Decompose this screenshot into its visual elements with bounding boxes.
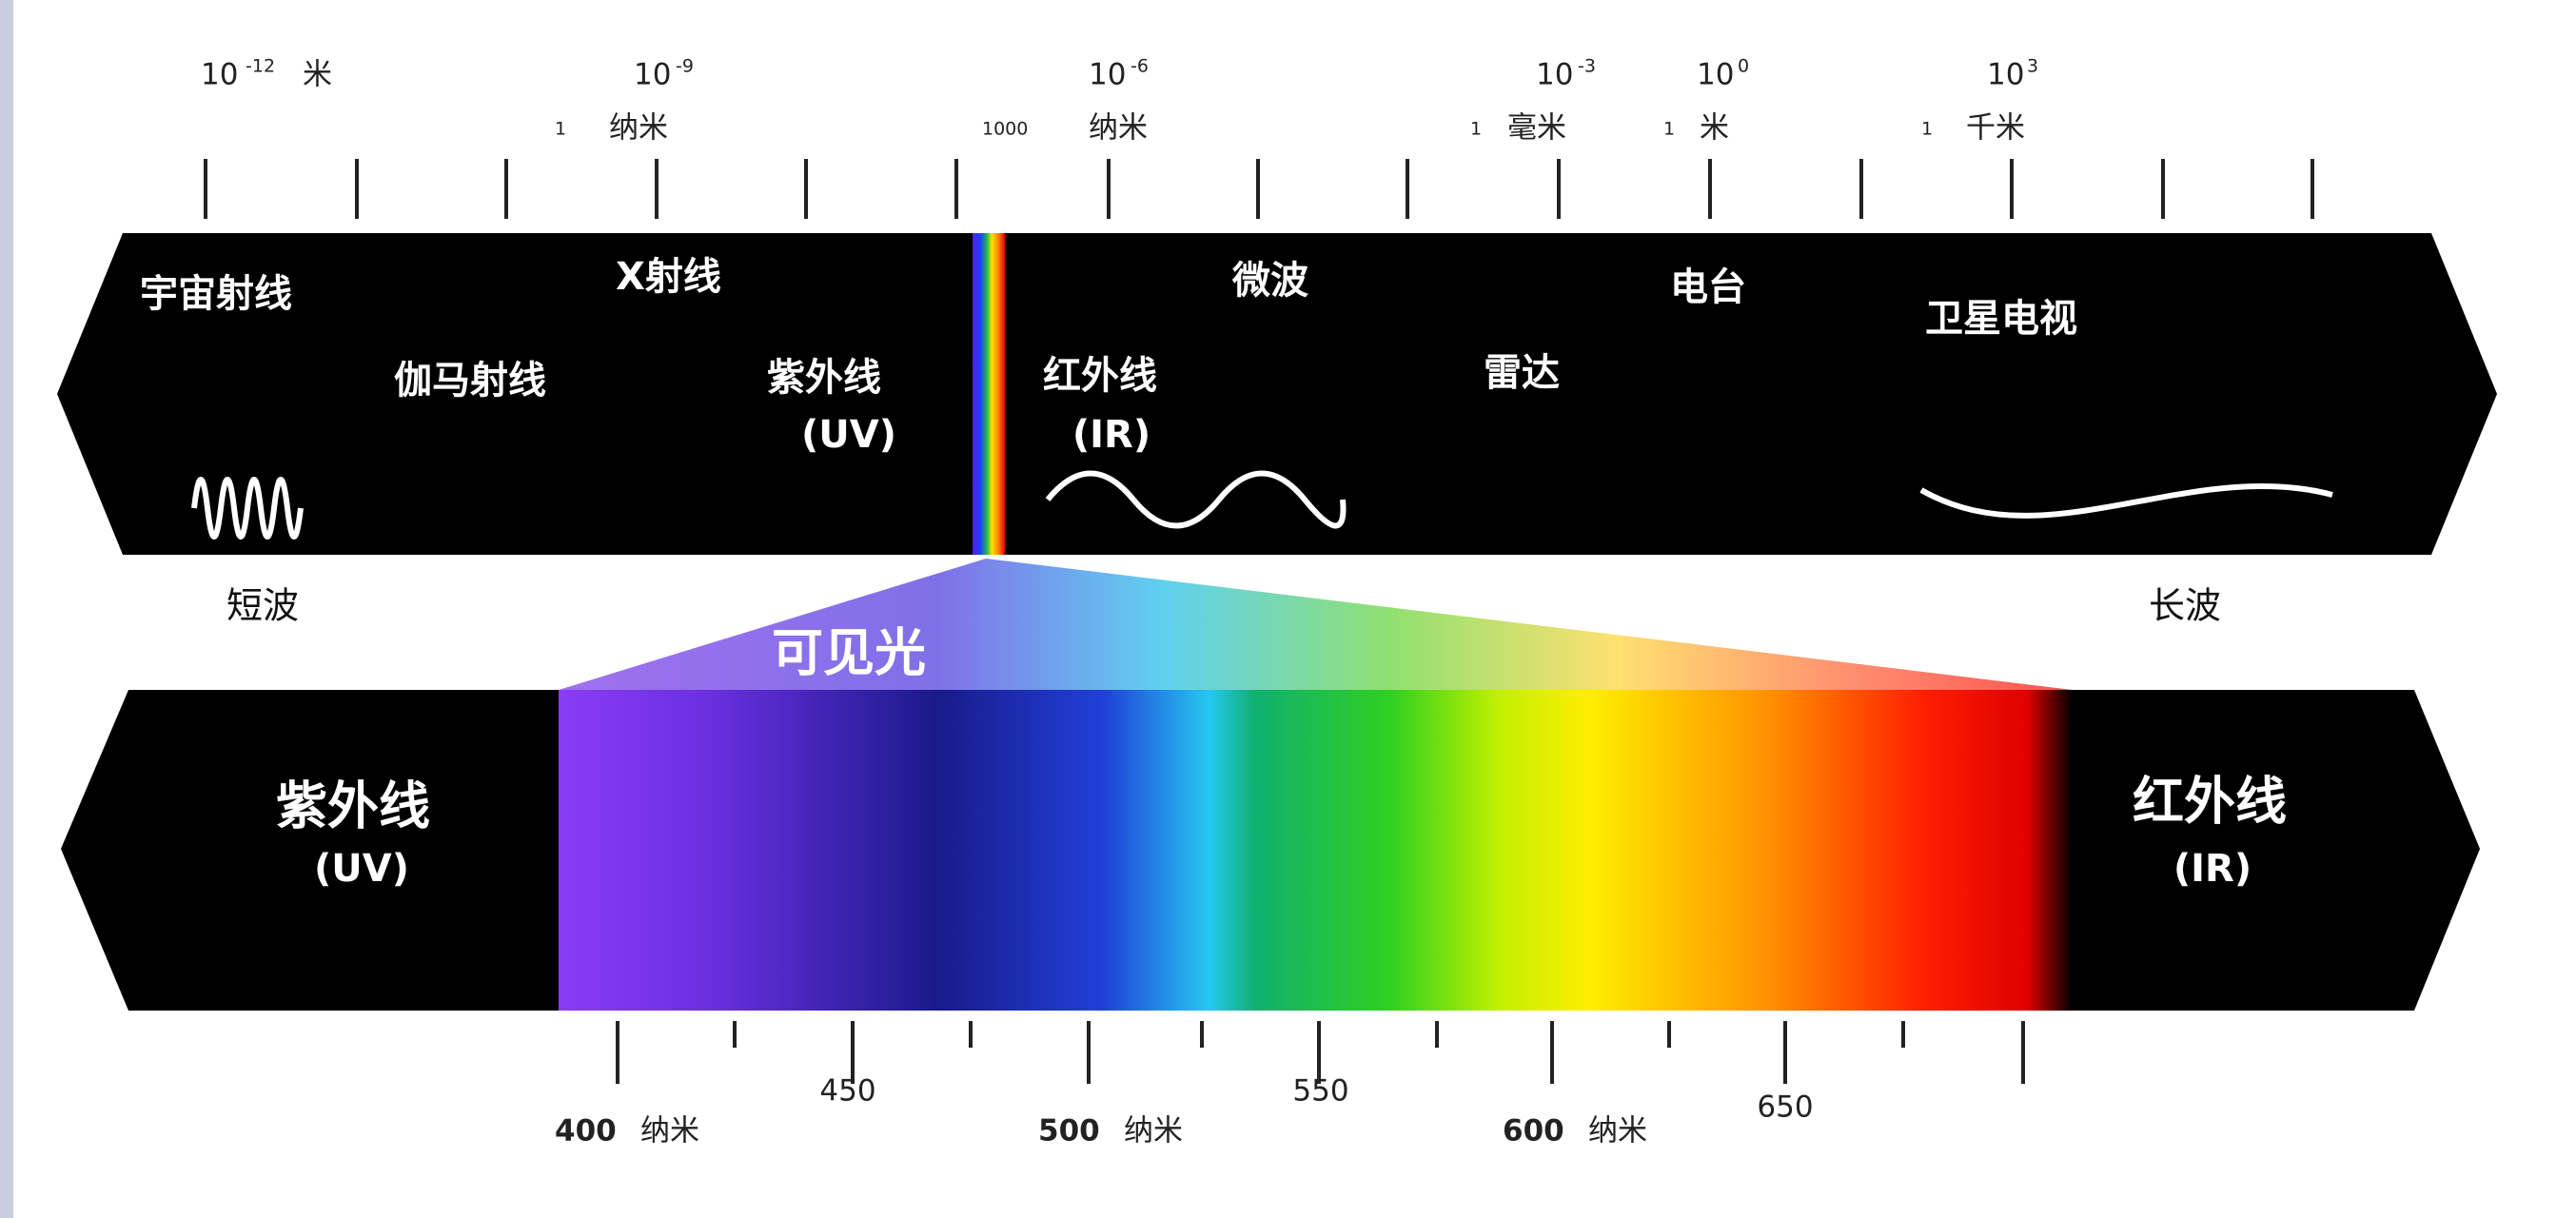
wavelength-unit: 纳米 (1124, 1114, 1183, 1149)
scale-base: 10 (1089, 58, 1126, 92)
long-wave-label: 长波 (2149, 585, 2221, 627)
band-label: 红外线 (1043, 354, 1157, 398)
band-label: (IR) (1072, 413, 1150, 457)
band-label: 微波 (1231, 259, 1308, 303)
scale-value: 1 (1663, 119, 1675, 140)
scale-base: 10 (1697, 58, 1734, 92)
scale-value: 1 (1921, 119, 1933, 140)
band-label: 雷达 (1484, 351, 1560, 395)
wavelength-value: 500 (1038, 1114, 1100, 1149)
scale-exponent: -12 (246, 56, 275, 77)
uv-label: 紫外线 (276, 776, 430, 836)
band-label: 紫外线 (767, 356, 881, 400)
wavelength-unit: 纳米 (1588, 1114, 1647, 1149)
ir-label: 红外线 (2133, 772, 2287, 832)
scale-exponent: 0 (1738, 56, 1749, 77)
wavelength-value: 450 (819, 1074, 875, 1109)
wavelength-value: 400 (555, 1114, 617, 1149)
short-wave-label: 短波 (226, 585, 299, 627)
scale-base: 10 (201, 58, 238, 92)
band-label: 电台 (1670, 265, 1746, 309)
scale-value: 1 (1470, 119, 1482, 140)
scale-exponent: -9 (676, 56, 694, 77)
scale-base: 10 (634, 58, 671, 92)
short-wave-icon (191, 477, 304, 540)
scale-base: 10 (1536, 58, 1573, 92)
mid-wave-icon (1045, 470, 1347, 529)
uv-abbr: (UV) (314, 847, 409, 891)
scale-unit: 纳米 (609, 111, 668, 146)
visible-strip (973, 233, 1005, 555)
band-label: (UV) (801, 413, 896, 457)
scale-value: 1000 (982, 119, 1028, 140)
scale-unit: 米 (1700, 111, 1729, 146)
wavelength-value: 650 (1757, 1090, 1813, 1125)
scale-unit: 毫米 (1507, 111, 1566, 146)
bottom-ticks (616, 1021, 2025, 1084)
scale-value: 1 (555, 119, 566, 140)
wavelength-value: 600 (1503, 1114, 1564, 1149)
left-edge (0, 0, 13, 1218)
top-ticks (204, 159, 2314, 219)
long-wave-icon (1919, 482, 2333, 519)
scale-exponent: 3 (2027, 56, 2038, 77)
visible-fan (559, 559, 2073, 690)
band-label: 伽马射线 (394, 359, 546, 403)
wavelength-value: 550 (1292, 1074, 1348, 1109)
scale-base: 10 (1987, 58, 2024, 92)
visible-spectrum (559, 690, 2073, 1011)
wavelength-unit: 纳米 (640, 1114, 699, 1149)
scale-exponent: -6 (1131, 56, 1149, 77)
scale-unit: 纳米 (1089, 111, 1148, 146)
visible-label: 可见光 (772, 623, 926, 683)
em-band (57, 233, 2497, 555)
band-label: X射线 (616, 255, 721, 299)
scale-exponent: -3 (1578, 56, 1596, 77)
band-label: 宇宙射线 (140, 272, 292, 316)
scale-unit: 米 (303, 58, 332, 92)
ir-abbr: (IR) (2173, 847, 2252, 891)
scale-unit: 千米 (1966, 111, 2025, 146)
band-label: 卫星电视 (1925, 297, 2077, 341)
